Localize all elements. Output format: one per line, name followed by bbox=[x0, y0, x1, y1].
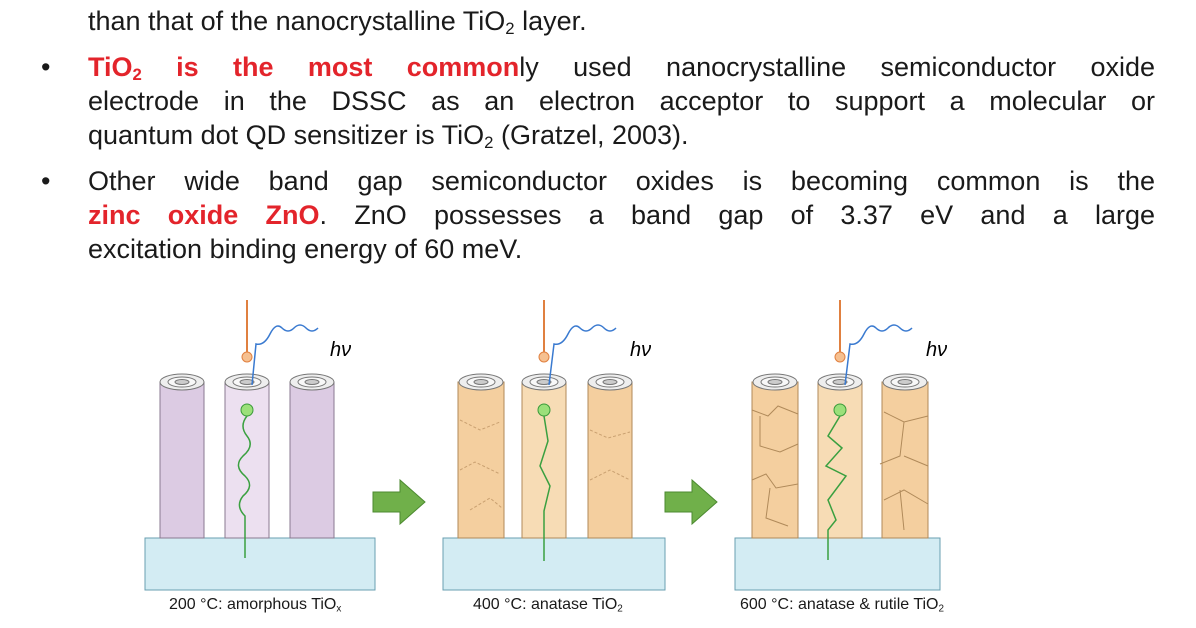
text-run: layer. bbox=[514, 6, 587, 36]
body-text: than that of the nanocrystalline TiO2 la… bbox=[41, 4, 1155, 266]
text-run: zinc oxide ZnO bbox=[88, 200, 320, 230]
subscript: 2 bbox=[938, 603, 945, 615]
light-label: hν bbox=[926, 339, 947, 361]
caption: 600 °C: anatase & rutile TiO2 bbox=[740, 596, 944, 614]
text-line: than that of the nanocrystalline TiO2 la… bbox=[88, 4, 1155, 38]
subscript: 2 bbox=[617, 603, 623, 615]
text-run: excitation binding energy of 60 meV. bbox=[88, 234, 523, 264]
text-line: TiO2 is the most commonly used nanocryst… bbox=[88, 50, 1155, 84]
paragraph: TiO2 is the most commonly used nanocryst… bbox=[41, 50, 1155, 152]
text-run: electrode in the DSSC as an electron acc… bbox=[88, 86, 1155, 116]
light-label: hν bbox=[330, 339, 351, 361]
text-run: is the most common bbox=[141, 52, 520, 82]
text-run: quantum dot QD sensitizer is TiO bbox=[88, 120, 485, 150]
text-line: quantum dot QD sensitizer is TiO2 (Gratz… bbox=[88, 118, 1155, 152]
text-line: Other wide band gap semiconductor oxides… bbox=[88, 164, 1155, 198]
text-line: electrode in the DSSC as an electron acc… bbox=[88, 84, 1155, 118]
subscript: x bbox=[336, 603, 342, 615]
subscript: 2 bbox=[484, 133, 494, 153]
caption: 200 °C: amorphous TiOx bbox=[169, 596, 341, 614]
panel-3 bbox=[734, 300, 941, 591]
text-run: (Gratzel, 2003). bbox=[493, 120, 689, 150]
panel-1 bbox=[144, 300, 376, 591]
text-line: excitation binding energy of 60 meV. bbox=[88, 232, 1155, 266]
subscript: 2 bbox=[132, 65, 142, 85]
panel-2 bbox=[442, 300, 666, 591]
text-line: zinc oxide ZnO. ZnO possesses a band gap… bbox=[88, 198, 1155, 232]
text-run: 600 °C: anatase & rutile TiO bbox=[740, 596, 939, 613]
subscript: 2 bbox=[505, 19, 515, 39]
paragraph: than that of the nanocrystalline TiO2 la… bbox=[88, 4, 1155, 38]
caption: 400 °C: anatase TiO2 bbox=[473, 596, 623, 614]
text-run: 200 °C: amorphous TiO bbox=[169, 596, 337, 613]
paragraph: Other wide band gap semiconductor oxides… bbox=[41, 164, 1155, 266]
text-run: ly used nanocrystalline semiconductor ox… bbox=[519, 52, 1155, 82]
text-run: than that of the nanocrystalline TiO bbox=[88, 6, 506, 36]
text-run: 400 °C: anatase TiO bbox=[473, 596, 618, 613]
light-label: hν bbox=[630, 339, 651, 361]
text-run: TiO bbox=[88, 52, 133, 82]
text-run: . ZnO possesses a band gap of 3.37 eV an… bbox=[319, 200, 1156, 230]
text-run: Other wide band gap semiconductor oxides… bbox=[88, 166, 1155, 196]
